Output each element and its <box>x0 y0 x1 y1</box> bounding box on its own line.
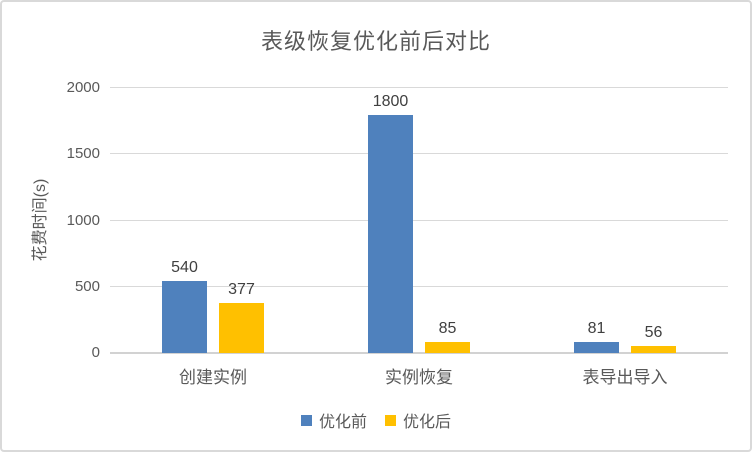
x-category-labels: 创建实例 实例恢复 表导出导入 <box>110 363 728 388</box>
legend-label: 优化后 <box>403 414 452 431</box>
bar-with-label: 56 <box>631 324 676 353</box>
gridline <box>110 219 728 221</box>
bar-value-label: 85 <box>438 319 457 337</box>
gridline <box>110 153 728 155</box>
y-tick-label: 2000 <box>66 79 100 96</box>
legend-item: 优化前 <box>300 408 367 432</box>
bar-with-label: 540 <box>162 259 207 353</box>
category-label: 实例恢复 <box>385 368 453 387</box>
bar-series-1 <box>574 342 619 353</box>
bar-with-label: 377 <box>219 281 264 353</box>
bar-value-label: 1800 <box>372 92 409 110</box>
y-tick-label: 1500 <box>66 145 100 163</box>
category-label: 创建实例 <box>179 368 247 387</box>
legend-swatch-icon <box>385 414 396 426</box>
bar-value-label: 81 <box>587 320 606 338</box>
y-tick-labels: 0 500 1000 1500 2000 <box>2 79 100 361</box>
bar-series-2 <box>631 345 676 353</box>
chart-title: 表级恢复优化前后对比 <box>260 29 491 54</box>
gridline <box>110 87 728 88</box>
bar-value-label: 56 <box>644 323 663 341</box>
bar-value-label: 377 <box>228 281 255 299</box>
bar-series-1 <box>368 114 413 353</box>
bar-series-1 <box>162 281 207 353</box>
legend-item: 优化后 <box>385 408 451 432</box>
bar-group: 81 56 <box>522 88 728 353</box>
category-label: 表导出导入 <box>582 368 668 387</box>
legend: 优化前 优化后 <box>2 408 750 432</box>
bar-series-2 <box>219 303 264 353</box>
bar-with-label: 81 <box>574 320 619 353</box>
gridline <box>110 285 728 287</box>
bar-groups: 540 377 1800 85 81 56 <box>110 88 728 353</box>
bar-series-2 <box>425 341 470 353</box>
bar-group: 540 377 <box>110 88 316 353</box>
plot-area: 540 377 1800 85 81 56 <box>110 87 728 354</box>
bar-group: 1800 85 <box>316 88 522 353</box>
y-tick-label: 500 <box>74 277 100 295</box>
bar-with-label: 1800 <box>368 92 413 353</box>
y-tick-label: 0 <box>91 344 100 361</box>
y-tick-label: 1000 <box>66 211 100 229</box>
bar-value-label: 540 <box>171 259 198 277</box>
bar-with-label: 85 <box>425 320 470 353</box>
legend-label: 优化前 <box>318 414 367 431</box>
legend-swatch-icon <box>300 414 312 426</box>
x-axis-line <box>110 352 728 354</box>
